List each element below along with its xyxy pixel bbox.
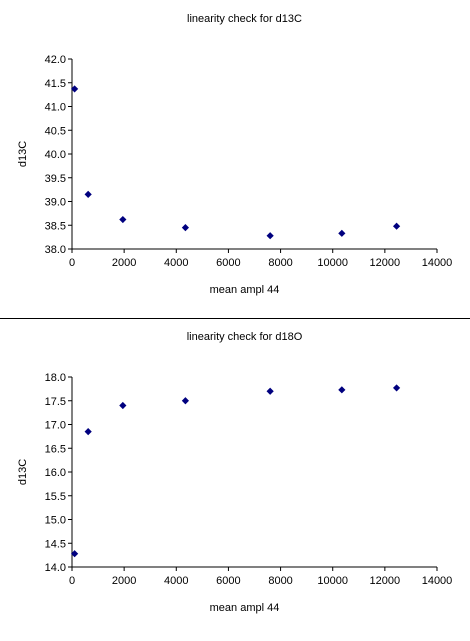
d18o-chart-y-tick-label: 18.0 [45, 372, 66, 384]
d13c-chart-y-tick-label: 40.5 [45, 125, 66, 137]
d13c-chart-x-tick-label: 12000 [370, 257, 401, 269]
d18o-chart-data-point [392, 384, 401, 392]
d18o-chart-data-point [181, 397, 190, 405]
d18o-chart-x-tick-label: 4000 [164, 575, 188, 587]
chart-d13c: linearity check for d13C 38.0 38.5 39.0 39.5… [0, 0, 470, 318]
d18o-chart-y-tick-label: 14.0 [45, 562, 66, 574]
d18o-chart-data-point [266, 387, 274, 395]
d13c-chart-y-tick-label: 41.5 [45, 78, 66, 90]
d18o-chart-data-point [119, 401, 127, 410]
chart-d13c-svg: linearity check for d13C 38.0 38.5 39.0 39.5… [17, 13, 453, 296]
d13c-chart-x-tick-label: 4000 [164, 257, 188, 269]
d13c-chart-y-tick-label: 40.0 [45, 149, 66, 161]
d18o-chart-x-tick-label: 10000 [317, 575, 348, 587]
d18o-chart-data-point [338, 386, 346, 394]
d13c-chart-y-axis-label: d13C [17, 141, 29, 167]
d13c-chart-y-tick-label: 38.5 [45, 220, 66, 232]
d18o-chart-x-tick-label: 6000 [216, 575, 240, 587]
d18o-chart-y-tick-label: 15.0 [45, 515, 66, 527]
d18o-chart-data-point [84, 428, 92, 436]
d18o-chart-y-tick-label: 17.0 [45, 420, 66, 432]
d13c-chart-data-point [84, 190, 92, 198]
d13c-chart-x-tick-label: 2000 [112, 257, 136, 269]
d13c-chart-data-point [119, 215, 127, 224]
d18o-chart-x-tick-label: 14000 [422, 575, 453, 587]
d13c-chart-data-point [338, 229, 346, 237]
d13c-chart-x-tick-label: 14000 [422, 257, 453, 269]
d13c-chart-x-tick-label: 10000 [317, 257, 348, 269]
d13c-chart-data-point [181, 224, 190, 232]
d18o-chart-y-tick-label: 17.5 [45, 396, 66, 408]
d18o-chart-x-tick-label: 8000 [268, 575, 292, 587]
chart-divider [0, 318, 470, 319]
d18o-chart-y-tick-label: 16.5 [45, 443, 66, 455]
d18o-chart-title: linearity check for d18O [187, 331, 303, 343]
d13c-chart-data-point [266, 232, 274, 240]
d18o-chart-x-tick-label: 12000 [370, 575, 401, 587]
d13c-chart-x-axis-label: mean ampl 44 [210, 284, 280, 296]
d13c-chart-y-tick-label: 39.5 [45, 173, 66, 185]
d18o-chart-x-tick-label: 0 [69, 575, 75, 587]
chart-d18o-svg: linearity check for d18O 14.0 14.5 15.0 15.5… [17, 331, 453, 614]
d18o-chart-y-tick-label: 14.5 [45, 538, 66, 550]
d18o-chart-y-axis-label: d13C [17, 459, 29, 485]
d13c-chart-data-point [71, 85, 79, 93]
d13c-chart-x-tick-label: 8000 [268, 257, 292, 269]
d18o-chart-data-point [71, 550, 79, 558]
d18o-chart-x-tick-label: 2000 [112, 575, 136, 587]
d18o-chart-y-tick-label: 16.0 [45, 467, 66, 479]
d13c-chart-title: linearity check for d13C [187, 13, 302, 25]
d13c-chart-data-point [392, 222, 401, 230]
d13c-chart-y-tick-label: 42.0 [45, 54, 66, 66]
d18o-chart-x-axis-label: mean ampl 44 [210, 602, 280, 614]
d13c-chart-y-tick-label: 41.0 [45, 102, 66, 114]
d18o-chart-y-tick-label: 15.5 [45, 491, 66, 503]
d13c-chart-x-tick-label: 6000 [216, 257, 240, 269]
chart-d18o: linearity check for d18O 14.0 14.5 15.0 15.5… [0, 318, 470, 636]
d13c-chart-x-tick-label: 0 [69, 257, 75, 269]
d13c-chart-y-tick-label: 38.0 [45, 244, 66, 256]
d13c-chart-y-tick-label: 39.0 [45, 197, 66, 209]
